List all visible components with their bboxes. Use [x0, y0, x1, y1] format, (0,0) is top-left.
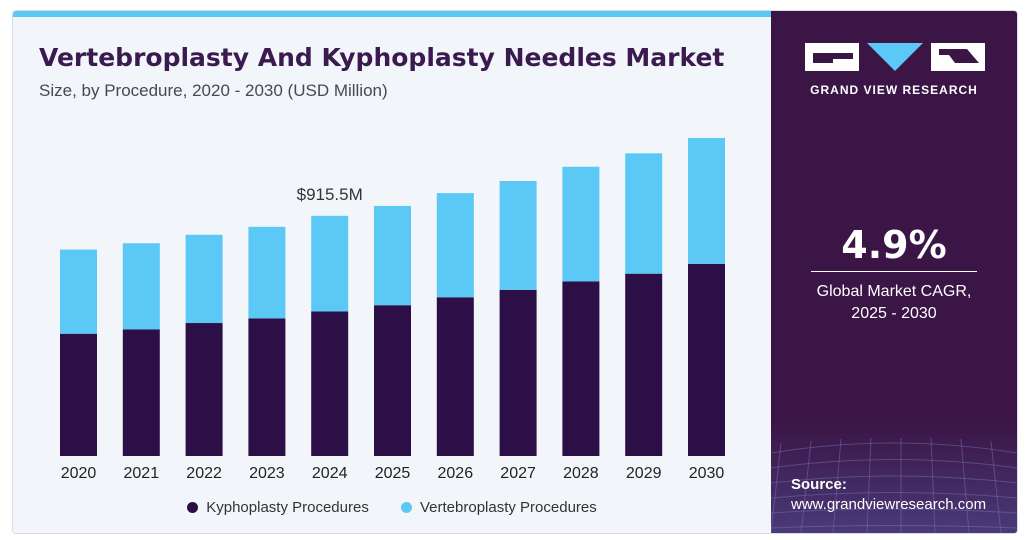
legend-item-kyphoplasty: Kyphoplasty Procedures	[187, 499, 369, 516]
legend-label-kyphoplasty: Kyphoplasty Procedures	[206, 499, 369, 516]
logo-icon	[805, 43, 985, 71]
data-label-2024: $915.5M	[297, 185, 363, 204]
x-tick-label: 2024	[312, 465, 348, 482]
x-tick-label: 2021	[124, 465, 160, 482]
bar-kyphoplasty-2020	[60, 333, 97, 456]
bar-vertebroplasty-2022	[185, 234, 223, 324]
cagr-value: 4.9%	[841, 223, 947, 267]
info-sidebar: GRAND VIEW RESEARCH 4.9% Global Market C…	[771, 11, 1017, 533]
cagr-divider	[811, 271, 977, 272]
bar-kyphoplasty-2022	[185, 323, 223, 456]
legend-label-vertebroplasty: Vertebroplasty Procedures	[420, 499, 597, 516]
bar-kyphoplasty-2024	[311, 311, 349, 456]
x-tick-label: 2026	[438, 465, 474, 482]
bar-vertebroplasty-2024	[311, 215, 349, 312]
bar-kyphoplasty-2027	[499, 289, 537, 456]
legend-swatch-kyphoplasty	[187, 501, 199, 513]
bar-kyphoplasty-2030	[688, 263, 725, 456]
x-tick-label: 2020	[61, 465, 97, 482]
bar-vertebroplasty-2021	[122, 243, 160, 330]
bar-vertebroplasty-2025	[374, 205, 411, 306]
decorative-grid	[771, 423, 1017, 533]
bar-chart: 2020 2021 2022 2023 2024 2025 2026 2027 2028 2029…	[60, 137, 725, 482]
bar-vertebroplasty-2026	[436, 193, 474, 298]
bar-kyphoplasty-2029	[625, 273, 663, 456]
cagr-label: Global Market CAGR, 2025 - 2030	[771, 281, 1017, 325]
source-url: www.grandviewresearch.com	[791, 496, 987, 513]
legend-item-vertebroplasty: Vertebroplasty Procedures	[401, 499, 597, 516]
bar-kyphoplasty-2021	[122, 329, 160, 456]
chart-subtitle: Size, by Procedure, 2020 - 2030 (USD Mil…	[39, 81, 388, 100]
bar-vertebroplasty-2023	[248, 226, 286, 319]
accent-bar	[13, 11, 771, 17]
x-tick-label: 2029	[626, 465, 662, 482]
cagr-label-line2: 2025 - 2030	[851, 305, 937, 322]
chart-title: Vertebroplasty And Kyphoplasty Needles M…	[39, 43, 725, 72]
x-tick-label: 2030	[689, 465, 725, 482]
legend-swatch-vertebroplasty	[401, 501, 412, 513]
x-tick-label: 2023	[249, 465, 285, 482]
logo-text: GRAND VIEW RESEARCH	[810, 83, 978, 97]
x-tick-label: 2028	[563, 465, 599, 482]
x-tick-label: 2022	[186, 465, 222, 482]
chart-legend: Kyphoplasty Procedures Vertebroplasty Pr…	[13, 499, 771, 516]
source-note: Source: www.grandviewresearch.com	[791, 475, 986, 515]
infographic-card: Vertebroplasty And Kyphoplasty Needles M…	[12, 10, 1018, 534]
x-tick-label: 2025	[375, 465, 411, 482]
bar-kyphoplasty-2025	[374, 305, 411, 456]
bar-kyphoplasty-2028	[562, 281, 600, 456]
cagr-label-line1: Global Market CAGR,	[816, 283, 972, 300]
bar-vertebroplasty-2029	[625, 153, 663, 274]
x-tick-label: 2027	[500, 465, 536, 482]
source-heading: Source:	[791, 476, 847, 493]
bar-kyphoplasty-2023	[248, 318, 286, 456]
bar-vertebroplasty-2028	[562, 166, 600, 282]
bar-vertebroplasty-2020	[60, 249, 97, 334]
bar-vertebroplasty-2030	[688, 137, 725, 264]
bar-kyphoplasty-2026	[436, 297, 474, 456]
grand-view-research-logo: GRAND VIEW RESEARCH	[799, 41, 989, 111]
bar-vertebroplasty-2027	[499, 181, 537, 290]
chart-panel: Vertebroplasty And Kyphoplasty Needles M…	[13, 17, 771, 533]
